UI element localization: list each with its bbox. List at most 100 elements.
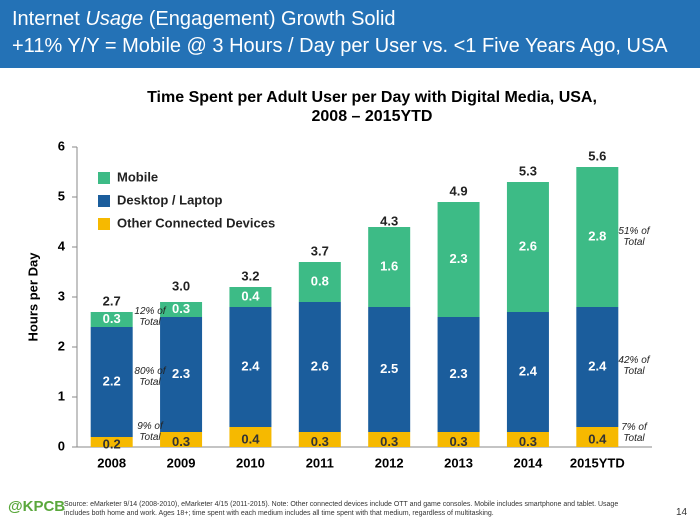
total-label: 3.2 [241, 268, 259, 283]
data-label: 0.4 [241, 431, 260, 446]
bar-segment [298, 432, 341, 447]
data-label: 2.8 [588, 228, 606, 243]
annotation-text: 12% of Total [134, 306, 166, 328]
data-label: 0.3 [103, 311, 121, 326]
y-tick-label: 2 [58, 338, 65, 353]
legend-swatch [98, 172, 110, 184]
data-label: 0.3 [172, 301, 190, 316]
annotation: 51% of Total [618, 226, 650, 248]
legend-swatch [98, 195, 110, 207]
annotation-text: 80% of Total [134, 366, 166, 388]
data-label: 2.3 [450, 251, 468, 266]
data-label: 0.3 [311, 434, 329, 449]
chart-title: Time Spent per Adult User per Day with D… [147, 89, 597, 106]
data-label: 2.3 [172, 366, 190, 381]
data-label: 0.3 [380, 434, 398, 449]
total-label: 5.6 [588, 148, 606, 163]
y-tick-label: 6 [58, 138, 65, 153]
annotation: 9% of Total [137, 421, 163, 443]
total-label: 5.3 [519, 163, 537, 178]
data-label: 2.4 [241, 358, 260, 373]
page-number: 14 [676, 507, 688, 518]
annotation: 42% of Total [618, 355, 650, 377]
data-label: 0.4 [241, 288, 260, 303]
bar-segment [90, 437, 133, 447]
header-line: Internet Usage (Engagement) Growth Solid [12, 6, 700, 33]
y-axis-label: Hours per Day [25, 252, 40, 342]
x-tick-label: 2013 [444, 455, 473, 470]
bar-segment [160, 317, 203, 432]
data-label: 1.6 [380, 258, 398, 273]
data-label: 2.5 [380, 361, 398, 376]
bar-segment [576, 167, 619, 307]
x-tick-label: 2010 [236, 455, 265, 470]
y-tick-label: 1 [58, 388, 65, 403]
bar-segment [229, 427, 272, 447]
bar-segment [298, 302, 341, 432]
annotation-text: 42% of Total [618, 355, 650, 377]
bar-segment [368, 227, 411, 307]
x-tick-label: 2011 [306, 455, 334, 470]
total-label: 3.7 [311, 243, 329, 258]
data-label: 0.3 [450, 434, 468, 449]
header-text: Internet [12, 8, 86, 30]
bar-segment [437, 317, 480, 432]
data-label: 2.6 [519, 238, 537, 253]
y-tick-label: 0 [58, 438, 65, 453]
data-label: 2.4 [519, 363, 538, 378]
data-label: 0.8 [311, 273, 329, 288]
bar-segment [576, 307, 619, 427]
x-tick-label: 2008 [97, 455, 126, 470]
total-label: 4.3 [380, 213, 398, 228]
legend-label: Mobile [117, 169, 158, 184]
legend-swatch [98, 218, 110, 230]
bar-segment [229, 307, 272, 427]
y-tick-label: 4 [58, 238, 66, 253]
data-label: 2.3 [450, 366, 468, 381]
bar-segment [506, 312, 549, 432]
y-tick-label: 5 [58, 188, 65, 203]
x-tick-label: 2015YTD [570, 455, 625, 470]
total-label: 3.0 [172, 278, 190, 293]
header-text: (Engagement) Growth Solid [143, 8, 396, 30]
bar-segment [437, 432, 480, 447]
header-line: +11% Y/Y = Mobile @ 3 Hours / Day per Us… [12, 35, 668, 57]
annotation: 12% of Total [134, 306, 166, 328]
chart-title: 2008 – 2015YTD [312, 108, 433, 125]
bar-segment [506, 432, 549, 447]
bar-segment [160, 432, 203, 447]
annotation-text: 9% of Total [137, 421, 163, 443]
bar-segment [160, 302, 203, 317]
legend-label: Other Connected Devices [117, 215, 275, 230]
source-note: Source: eMarketer 9/14 (2008-2010), eMar… [64, 501, 619, 517]
total-label: 4.9 [450, 183, 468, 198]
brand: @KPCB [8, 498, 66, 515]
header-text: Usage [85, 8, 144, 30]
data-label: 2.2 [103, 373, 121, 388]
x-tick-label: 2014 [513, 455, 543, 470]
bar-segment [368, 307, 411, 432]
data-label: 2.4 [588, 358, 607, 373]
bar-segment [90, 312, 133, 327]
bar-segment [506, 182, 549, 312]
x-tick-label: 2009 [167, 455, 196, 470]
annotation: 80% of Total [134, 366, 166, 388]
annotation-text: 7% of Total [621, 422, 647, 444]
bar-segment [229, 287, 272, 307]
y-tick-label: 3 [58, 288, 65, 303]
bar-segment [298, 262, 341, 302]
bar-segment [437, 202, 480, 317]
data-label: 0.3 [172, 434, 190, 449]
total-label: 2.7 [103, 293, 121, 308]
bar-segment [576, 427, 619, 447]
annotation: 7% of Total [621, 422, 647, 444]
x-tick-label: 2012 [375, 455, 404, 470]
bar-segment [368, 432, 411, 447]
annotation-text: 51% of Total [618, 226, 650, 248]
data-label: 0.3 [519, 434, 537, 449]
data-label: 2.6 [311, 358, 329, 373]
legend-label: Desktop / Laptop [117, 192, 223, 207]
bar-segment [90, 327, 133, 437]
